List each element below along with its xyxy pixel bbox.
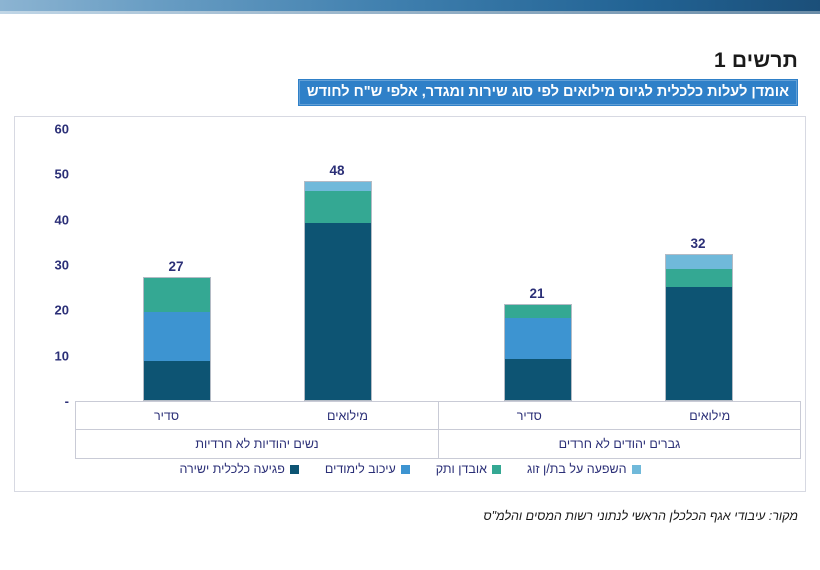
y-axis: - 10 20 30 40 50 60 (29, 122, 69, 409)
y-axis-tick-60: 60 (54, 121, 69, 137)
legend-item[interactable]: עיכוב לימודים (325, 462, 410, 476)
legend-swatch-icon (289, 464, 299, 474)
chart-subtitle-banner: אומדן לעלות כלכלית לגיוס מילואים לפי סוג… (297, 79, 798, 107)
legend-item[interactable]: השפעה על בת/ן זוג (527, 462, 641, 476)
bar-total-label: 48 (329, 163, 345, 179)
legend-swatch-icon (400, 464, 410, 474)
bar-stack[interactable] (304, 181, 372, 401)
bar-segment[interactable] (144, 311, 210, 362)
legend-label: פגיעה כלכלית ישירה (179, 462, 285, 476)
top-banner-shadow (0, 11, 820, 14)
category-group-1: מילואים סדיר גברים יהודים לא חרדים (438, 402, 801, 459)
bar-segment[interactable] (666, 268, 732, 287)
category-axis: מילואים סדיר גברים יהודים לא חרדים מילואים ס… (75, 402, 801, 459)
legend-item[interactable]: אובדן ותק (436, 462, 501, 476)
bar-segment[interactable] (305, 182, 371, 192)
category-group-2: מילואים סדיר נשים יהודיות לא חרדיות (75, 402, 438, 459)
category-group-label: נשים יהודיות לא חרדיות (195, 437, 319, 451)
bar-stack[interactable] (143, 276, 211, 401)
y-axis-tick-10: 10 (54, 348, 69, 364)
bar-total-label: 32 (690, 235, 706, 251)
bar-segment[interactable] (305, 191, 371, 224)
y-axis-tick-20: 20 (54, 302, 69, 318)
bar-segment[interactable] (144, 277, 210, 312)
axis-baseline (75, 401, 801, 402)
category-tick-label: מילואים (619, 402, 800, 430)
y-axis-tick-40: 40 (54, 212, 69, 228)
bar-segment[interactable] (144, 361, 210, 400)
top-banner (0, 0, 820, 11)
bar-total-label: 21 (529, 285, 545, 301)
y-axis-tick-30: 30 (54, 257, 69, 273)
bar-segment[interactable] (666, 286, 732, 400)
bar-segment[interactable] (505, 318, 571, 360)
bar-stack[interactable] (504, 303, 572, 401)
category-tick-label: סדיר (439, 402, 620, 430)
chart-frame: -10 20 30 40 50 60 27 48 21 32 מילואים סדיר גברים … (14, 116, 806, 492)
legend-item[interactable]: פגיעה כלכלית ישירה (179, 462, 299, 476)
category-tick-label: מילואים (257, 402, 438, 430)
bar-men-sadir[interactable]: 27 (143, 129, 211, 401)
category-group-label: גברים יהודים לא חרדים (558, 437, 681, 451)
bar-segment[interactable] (305, 223, 371, 400)
bar-women-miluim[interactable]: 32 (665, 129, 733, 401)
legend-label: אובדן ותק (435, 462, 487, 476)
legend-label: השפעה על בת/ן זוג (526, 462, 627, 476)
bar-segment[interactable] (505, 304, 571, 319)
category-tick-label: סדיר (76, 402, 257, 430)
legend-swatch-icon (491, 464, 501, 474)
bar-stack[interactable] (665, 253, 733, 401)
bar-women-sadir[interactable]: 21 (504, 129, 572, 401)
bar-segment[interactable] (666, 254, 732, 269)
legend-label: עיכוב לימודים (324, 462, 396, 476)
bar-men-miluim[interactable]: 48 (304, 129, 372, 401)
plot-area: 27 48 21 32 (75, 129, 797, 401)
y-axis-tick-0: - (64, 393, 69, 409)
source-note: מקור: עיבודי אגף הכלכלן הראשי לנתוני רשו… (483, 509, 798, 523)
chart-legend: השפעה על בת/ן זוג אובדן ותק עיכוב לימודים פ… (15, 462, 805, 476)
figure-label: תרשים 1 (713, 49, 798, 72)
bar-segment[interactable] (505, 359, 571, 400)
heading-block: תרשים 1 אומדן לעלות כלכלית לגיוס מילואים… (297, 49, 798, 107)
bar-total-label: 27 (168, 258, 184, 274)
y-axis-tick-50: 50 (54, 166, 69, 182)
legend-swatch-icon (631, 464, 641, 474)
